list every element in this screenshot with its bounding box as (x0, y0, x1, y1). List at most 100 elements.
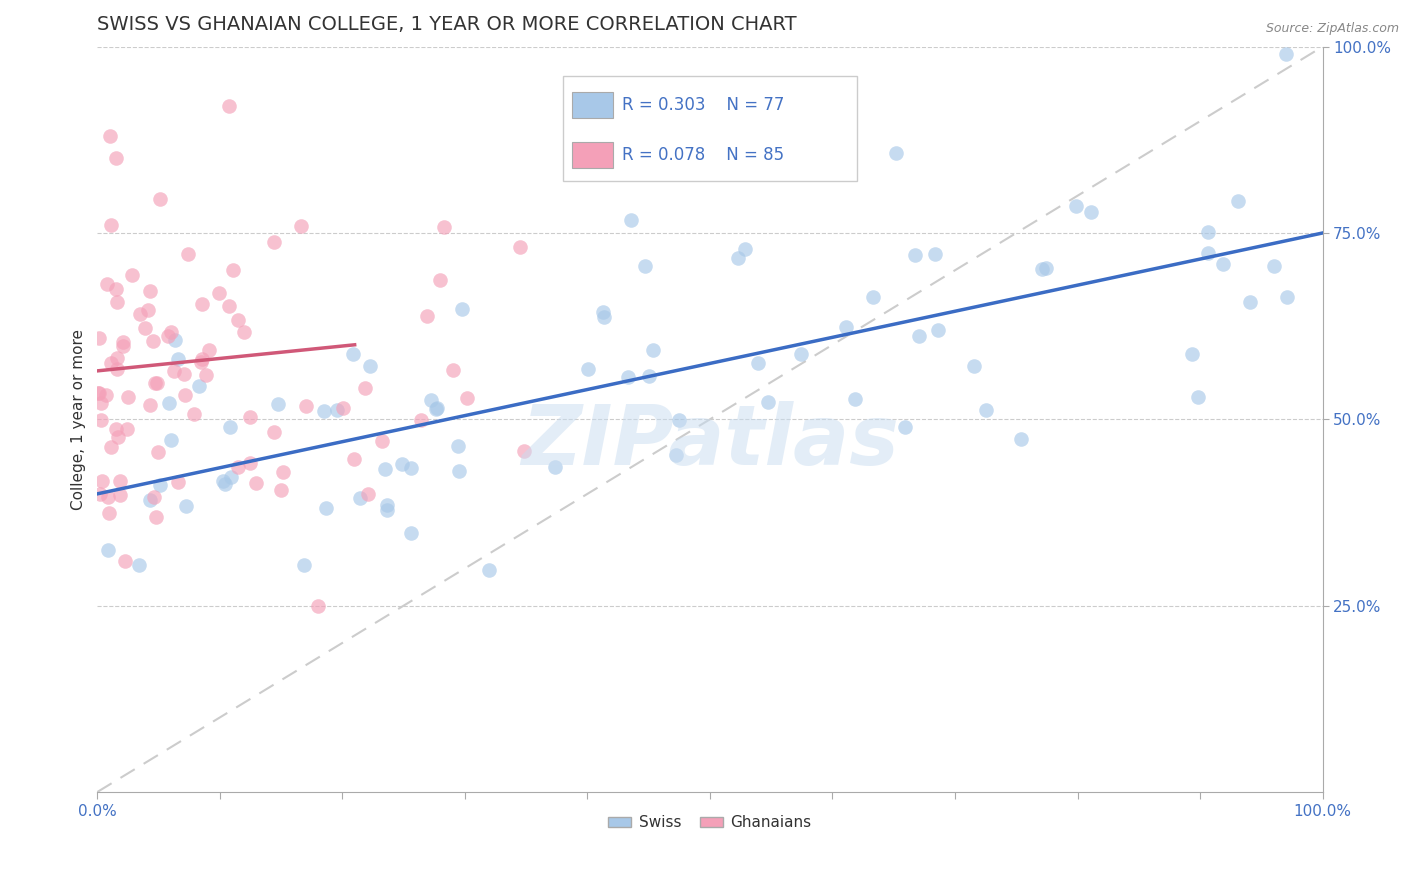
Point (359, 359, 381, 373)
Point (148, 445, 170, 459)
Point (543, 459, 565, 474)
Point (1080, 205, 1102, 219)
Point (239, 456, 262, 470)
Point (190, 355, 212, 369)
Point (218, 419, 240, 434)
Point (97, 506, 120, 520)
Point (96, 277, 118, 292)
Point (1277, 290, 1299, 304)
Point (183, 407, 205, 421)
Point (862, 290, 884, 304)
Point (509, 240, 531, 254)
Point (146, 376, 169, 390)
Point (620, 213, 643, 227)
Point (290, 219, 312, 234)
Point (134, 320, 156, 334)
Point (411, 413, 433, 427)
Point (270, 483, 292, 497)
Point (1197, 225, 1219, 239)
Point (415, 309, 437, 323)
Point (375, 503, 398, 517)
Point (104, 282, 127, 296)
Point (576, 361, 599, 376)
Point (167, 351, 190, 366)
Point (121, 268, 143, 283)
Point (593, 310, 616, 324)
Point (107, 361, 129, 376)
Point (149, 478, 172, 492)
Point (128, 558, 150, 573)
Point (425, 402, 447, 417)
Point (156, 328, 179, 343)
Point (91, 474, 114, 488)
Point (166, 475, 188, 490)
Point (100, 440, 122, 454)
Point (456, 391, 478, 405)
Point (401, 526, 423, 541)
Point (104, 422, 127, 436)
Point (143, 376, 166, 391)
Point (342, 347, 364, 361)
Point (232, 325, 254, 339)
Point (139, 285, 162, 299)
Point (245, 476, 267, 491)
Point (433, 220, 456, 235)
Point (190, 297, 212, 311)
Point (226, 313, 249, 327)
Point (100, 356, 122, 370)
Point (314, 404, 336, 418)
Point (117, 390, 139, 404)
Point (198, 343, 221, 358)
Point (353, 381, 375, 395)
Point (98, 129, 121, 144)
Point (371, 434, 394, 448)
Point (174, 500, 197, 514)
Text: SWISS VS GHANAIAN COLLEGE, 1 YEAR OR MORE CORRELATION CHART: SWISS VS GHANAIAN COLLEGE, 1 YEAR OR MOR… (97, 15, 797, 34)
Point (142, 334, 165, 348)
Point (165, 333, 187, 347)
Point (447, 464, 470, 478)
Point (208, 286, 231, 301)
Point (1181, 347, 1204, 361)
Point (441, 363, 464, 377)
Point (343, 452, 366, 467)
Point (633, 259, 655, 273)
Point (221, 470, 243, 484)
Text: ZIPatlas: ZIPatlas (522, 401, 898, 483)
Point (115, 422, 138, 436)
Point (218, 99, 240, 113)
Point (924, 247, 946, 261)
Point (114, 554, 136, 568)
Point (86, 386, 108, 401)
Point (1212, 257, 1234, 271)
Point (139, 492, 162, 507)
Point (228, 459, 250, 474)
Point (214, 477, 236, 491)
Point (173, 387, 195, 401)
Point (157, 396, 180, 410)
Point (148, 192, 170, 206)
Point (315, 500, 337, 515)
Point (177, 246, 200, 260)
Point (271, 465, 294, 479)
Point (108, 474, 131, 488)
Point (295, 399, 318, 413)
Point (1035, 260, 1057, 275)
Point (617, 370, 640, 384)
Point (1197, 245, 1219, 260)
Point (374, 462, 396, 476)
Point (513, 443, 536, 458)
Point (145, 509, 167, 524)
Point (1064, 199, 1087, 213)
Point (349, 491, 371, 505)
Point (894, 420, 917, 434)
Point (142, 490, 165, 504)
Point (844, 392, 866, 406)
Point (307, 599, 329, 613)
Text: Source: ZipAtlas.com: Source: ZipAtlas.com (1265, 22, 1399, 36)
Point (292, 558, 315, 573)
Point (89, 331, 111, 345)
Point (100, 219, 122, 233)
Point (1263, 260, 1285, 274)
Point (332, 401, 354, 415)
